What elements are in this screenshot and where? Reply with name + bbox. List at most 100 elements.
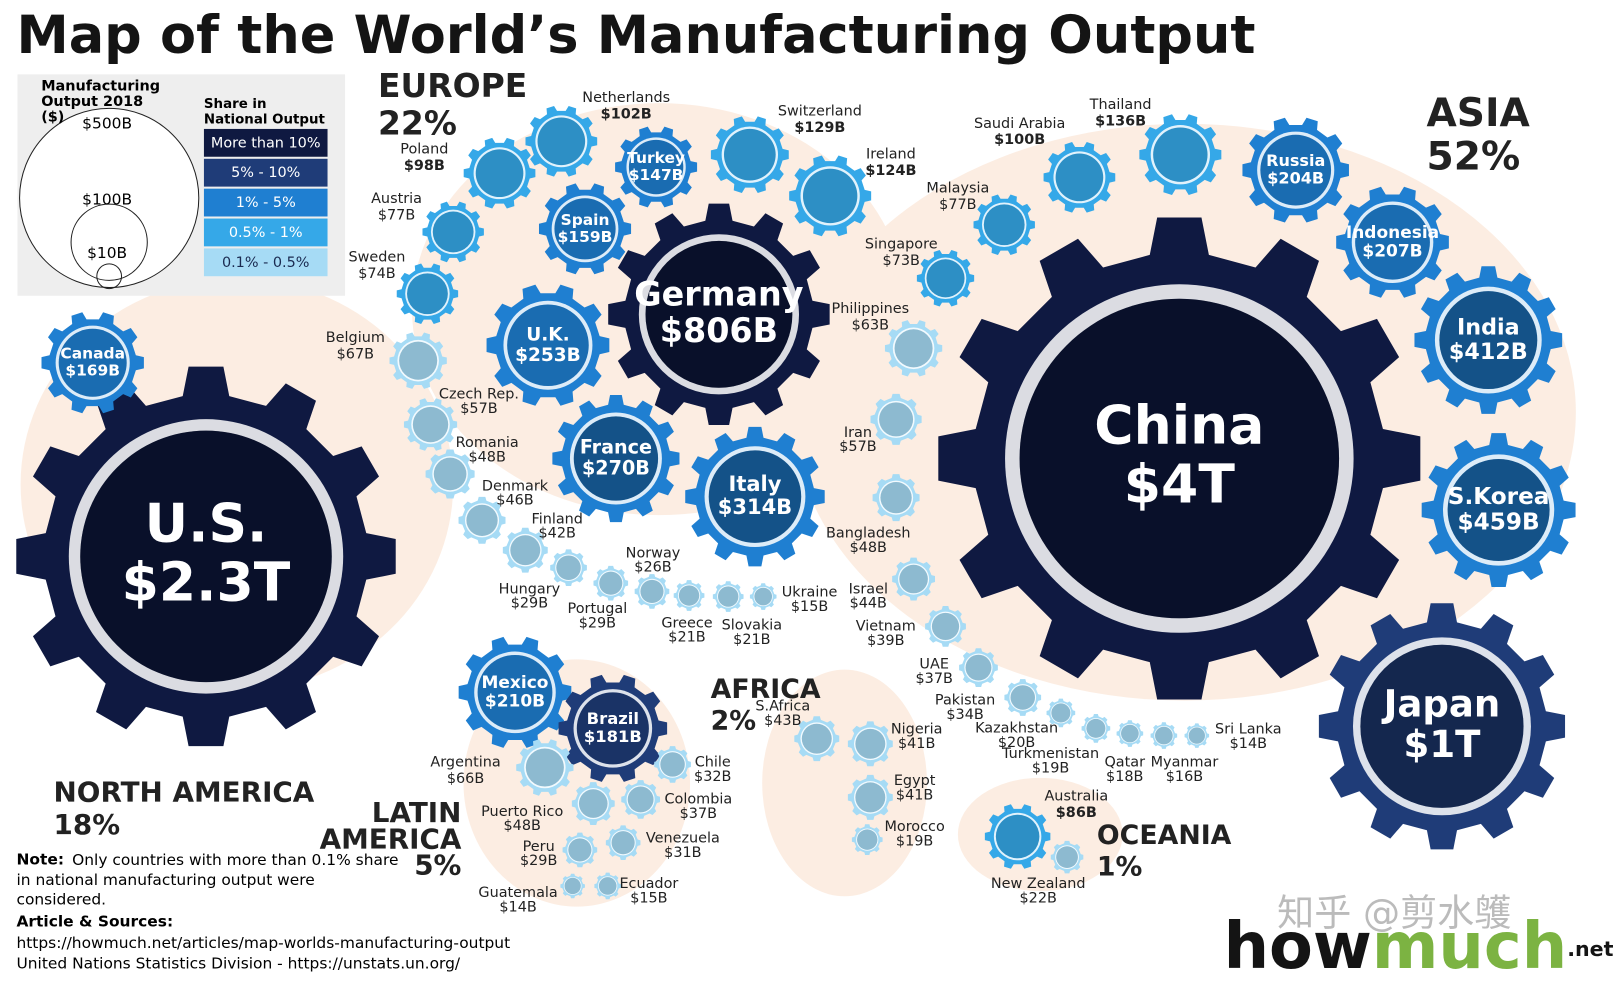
gear-shade xyxy=(576,692,649,765)
country-name: Ireland xyxy=(866,147,916,163)
gear-face xyxy=(407,273,448,315)
country-name: Indonesia xyxy=(1346,223,1439,243)
gear-shade xyxy=(573,416,659,501)
country-output: $21B xyxy=(733,632,770,648)
gear-face xyxy=(983,204,1025,246)
gear-face xyxy=(477,654,553,730)
country-output: $14B xyxy=(1230,736,1267,752)
gear-shade xyxy=(1121,724,1139,743)
gear-shade xyxy=(879,402,914,437)
region-share: 22% xyxy=(378,104,457,143)
country-output: $74B xyxy=(358,266,395,282)
gear-shade xyxy=(412,406,449,443)
gear-face xyxy=(678,585,700,606)
gear-face xyxy=(708,450,802,543)
gear-shade xyxy=(1360,644,1524,808)
country-name: Turkmenistan xyxy=(1001,746,1099,762)
gear-shade xyxy=(1055,153,1104,202)
gear-shade xyxy=(931,612,960,641)
gear-face xyxy=(802,168,858,224)
region-name: EUROPE xyxy=(378,66,527,105)
gear-face xyxy=(1153,127,1208,182)
gear-face xyxy=(1019,298,1340,619)
gear-face xyxy=(754,587,773,606)
country-name: Spain xyxy=(561,211,610,229)
region-share: 52% xyxy=(1427,134,1521,179)
logo-part: .net xyxy=(1567,937,1613,961)
gear-shade xyxy=(983,204,1025,246)
gear-shade xyxy=(1439,291,1538,390)
gear-face xyxy=(1260,134,1332,206)
country-gear xyxy=(389,332,447,389)
country-output: $15B xyxy=(630,890,667,906)
country-output: $77B xyxy=(378,207,415,223)
gear-shade xyxy=(1051,703,1071,723)
country-gear xyxy=(1116,720,1144,747)
country-name: Russia xyxy=(1266,151,1325,170)
country-gear xyxy=(1150,722,1178,749)
country-name: France xyxy=(580,435,652,458)
gear-shade xyxy=(801,723,832,754)
country-gear xyxy=(502,527,548,573)
country-output: $100B xyxy=(994,132,1045,148)
gear-shade xyxy=(708,450,802,543)
gear-shade xyxy=(880,482,912,514)
logo-part: much xyxy=(1372,909,1567,983)
country-output: $14B xyxy=(499,900,536,916)
gear-face xyxy=(510,535,541,566)
country-gear xyxy=(458,636,572,748)
legend-share-label: 5% - 10% xyxy=(231,165,300,181)
country-name: Ukraine xyxy=(782,584,838,600)
country-output: $129B xyxy=(794,120,845,136)
country-output: $86B xyxy=(1056,805,1097,821)
legend-share-label: 1% - 5% xyxy=(236,195,296,211)
gear-shade xyxy=(578,789,608,818)
country-output: $48B xyxy=(468,449,505,465)
gear-shade xyxy=(58,328,127,397)
country-output: $37B xyxy=(680,806,717,822)
country-gear xyxy=(396,263,459,325)
country-name: Turkey xyxy=(627,149,685,167)
country-gear xyxy=(525,105,598,177)
region-name: LATIN AMERICA xyxy=(320,796,462,855)
country-name: Chile xyxy=(695,754,731,770)
country-name: Sweden xyxy=(349,250,406,266)
country-name: Japan xyxy=(1381,682,1501,725)
country-name: Slovakia xyxy=(722,617,783,633)
country-gear xyxy=(789,155,872,237)
country-gear xyxy=(870,393,922,445)
country-name: Morocco xyxy=(884,819,945,835)
country-output: $31B xyxy=(664,845,701,861)
gear-face xyxy=(660,752,685,777)
gear-shade xyxy=(466,504,498,536)
country-gear xyxy=(685,426,825,567)
country-output: $41B xyxy=(898,736,935,752)
gear-shade xyxy=(525,748,564,787)
gear-shade xyxy=(628,139,684,195)
country-name: Vietnam xyxy=(856,618,916,634)
country-name: Malaysia xyxy=(926,181,989,197)
country-gear xyxy=(425,449,475,499)
country-output: $20B xyxy=(998,735,1035,751)
region-name: NORTH AMERICA xyxy=(54,775,315,808)
gear-shade xyxy=(965,654,992,681)
gear-face xyxy=(466,504,498,536)
country-output: $270B xyxy=(582,457,650,480)
legend-swatch xyxy=(203,128,328,157)
country-name: Canada xyxy=(60,345,125,363)
country-output: $1T xyxy=(1404,723,1482,766)
region-name: ASIA xyxy=(1427,91,1531,136)
gear-shade xyxy=(1355,204,1430,280)
legend-circle xyxy=(70,203,148,281)
gear-shade xyxy=(1153,127,1208,182)
country-name: India xyxy=(1457,314,1520,340)
country-gear xyxy=(973,194,1035,256)
country-gear xyxy=(1050,840,1084,874)
gear-face xyxy=(432,211,474,253)
gear-face xyxy=(412,406,449,443)
gear-face xyxy=(717,586,739,607)
gear-face xyxy=(598,877,617,895)
legend-swatch xyxy=(203,188,328,217)
country-gear xyxy=(847,721,893,767)
source-line: United Nations Statistics Division - htt… xyxy=(16,955,460,973)
